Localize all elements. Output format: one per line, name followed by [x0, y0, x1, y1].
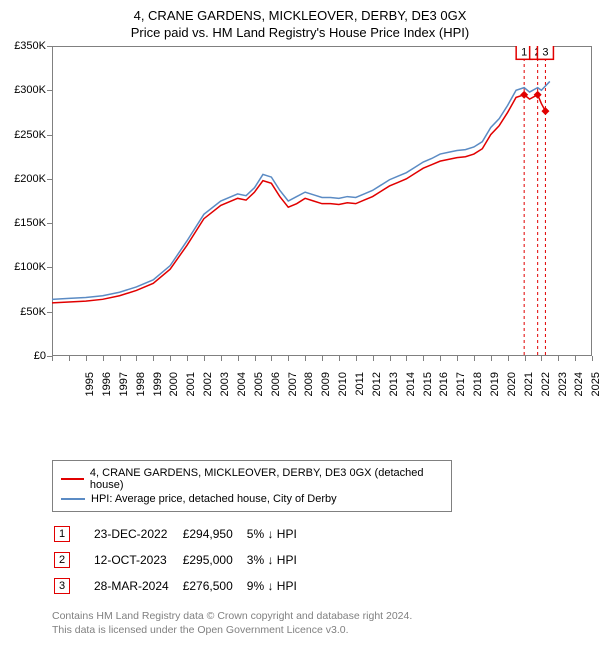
transaction-price: £294,950 — [183, 522, 245, 546]
footer-line-1: Contains HM Land Registry data © Crown c… — [52, 610, 592, 624]
x-axis-label: 2002 — [202, 372, 214, 412]
title-line-1: 4, CRANE GARDENS, MICKLEOVER, DERBY, DE3… — [8, 8, 592, 23]
svg-text:3: 3 — [542, 46, 548, 58]
transaction-price: £276,500 — [183, 574, 245, 598]
x-axis-label: 1997 — [118, 372, 130, 412]
x-axis-label: 2016 — [438, 372, 450, 412]
price-chart: £0£50K£100K£150K£200K£250K£300K£350K1995… — [8, 46, 592, 416]
transaction-delta: 9% ↓ HPI — [247, 574, 309, 598]
x-axis-label: 2006 — [270, 372, 282, 412]
x-axis-label: 2025 — [590, 372, 600, 412]
footer-line-2: This data is licensed under the Open Gov… — [52, 624, 592, 638]
transaction-row: 2 12-OCT-2023£295,0003% ↓ HPI — [54, 548, 309, 572]
x-axis-label: 2022 — [540, 372, 552, 412]
transaction-date: 12-OCT-2023 — [94, 548, 181, 572]
x-axis-label: 1995 — [84, 372, 96, 412]
title-line-2: Price paid vs. HM Land Registry's House … — [8, 25, 592, 40]
marker-diamond — [541, 107, 549, 115]
legend-label-property: 4, CRANE GARDENS, MICKLEOVER, DERBY, DE3… — [90, 467, 443, 491]
transactions-table: 1 23-DEC-2022£294,9505% ↓ HPI 2 12-OCT-2023… — [52, 520, 311, 600]
x-axis-label: 2013 — [388, 372, 400, 412]
transaction-date: 23-DEC-2022 — [94, 522, 181, 546]
transaction-row: 3 28-MAR-2024£276,5009% ↓ HPI — [54, 574, 309, 598]
x-axis-label: 1996 — [101, 372, 113, 412]
svg-text:1: 1 — [521, 46, 527, 58]
x-axis-label: 2024 — [573, 372, 585, 412]
x-axis-label: 2010 — [337, 372, 349, 412]
x-axis-label: 2023 — [557, 372, 569, 412]
chart-title-block: 4, CRANE GARDENS, MICKLEOVER, DERBY, DE3… — [8, 8, 592, 40]
x-axis-label: 2004 — [236, 372, 248, 412]
legend-label-hpi: HPI: Average price, detached house, City… — [91, 493, 337, 505]
x-axis-label: 2017 — [455, 372, 467, 412]
legend-item-hpi: HPI: Average price, detached house, City… — [61, 493, 443, 505]
attribution-footer: Contains HM Land Registry data © Crown c… — [52, 610, 592, 637]
x-axis-label: 2000 — [168, 372, 180, 412]
x-axis-label: 2015 — [422, 372, 434, 412]
legend-swatch-property — [61, 478, 84, 480]
transaction-delta: 3% ↓ HPI — [247, 548, 309, 572]
x-axis-label: 2011 — [354, 372, 366, 412]
legend-swatch-hpi — [61, 498, 85, 500]
transaction-date: 28-MAR-2024 — [94, 574, 181, 598]
x-axis-label: 1998 — [135, 372, 147, 412]
chart-svg: 123 — [8, 46, 594, 358]
x-axis-label: 2018 — [472, 372, 484, 412]
marker-number-box: 3 — [537, 46, 553, 59]
x-axis-label: 2021 — [523, 372, 535, 412]
series-line-hpi — [52, 81, 550, 299]
transaction-row: 1 23-DEC-2022£294,9505% ↓ HPI — [54, 522, 309, 546]
x-axis-label: 2014 — [405, 372, 417, 412]
transaction-marker-box: 1 — [54, 526, 70, 542]
series-line-property — [52, 95, 545, 303]
x-axis-label: 2007 — [287, 372, 299, 412]
x-axis-label: 2005 — [253, 372, 265, 412]
legend: 4, CRANE GARDENS, MICKLEOVER, DERBY, DE3… — [52, 460, 452, 512]
marker-diamond — [534, 91, 542, 99]
x-axis-label: 2003 — [219, 372, 231, 412]
x-axis-label: 2012 — [371, 372, 383, 412]
x-axis-label: 2019 — [489, 372, 501, 412]
transaction-price: £295,000 — [183, 548, 245, 572]
x-axis-label: 2009 — [320, 372, 332, 412]
x-axis-label: 2001 — [185, 372, 197, 412]
legend-item-property: 4, CRANE GARDENS, MICKLEOVER, DERBY, DE3… — [61, 467, 443, 491]
transaction-marker-box: 2 — [54, 552, 70, 568]
transaction-delta: 5% ↓ HPI — [247, 522, 309, 546]
x-axis-label: 2020 — [506, 372, 518, 412]
x-axis-label: 1999 — [152, 372, 164, 412]
x-axis-label: 2008 — [303, 372, 315, 412]
transaction-marker-box: 3 — [54, 578, 70, 594]
